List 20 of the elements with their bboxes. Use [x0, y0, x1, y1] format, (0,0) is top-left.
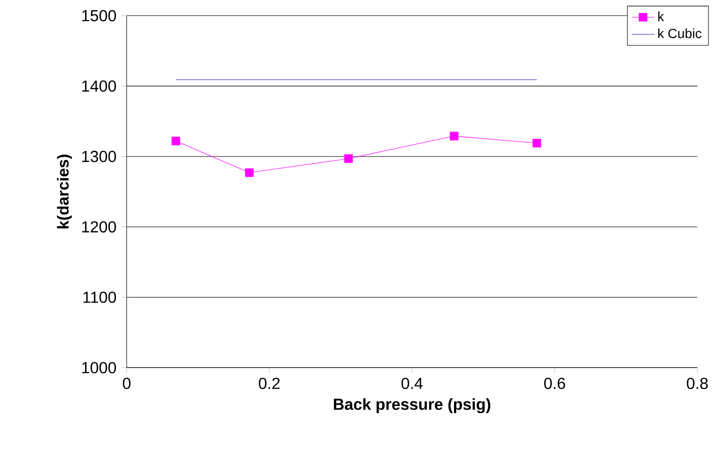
- point: [532, 138, 542, 148]
- y-tick-label: 1200: [82, 221, 116, 233]
- x-axis-title: Back pressure (psig): [334, 398, 490, 414]
- legend-label: k: [658, 11, 664, 22]
- y-tick-label: 1000: [82, 362, 116, 374]
- y-tick-label: 1100: [83, 292, 116, 303]
- point: [450, 132, 458, 140]
- legend-label: k Cubic: [658, 28, 702, 38]
- x-tick-label: 0.2: [258, 378, 280, 390]
- y-tick-label: 1500: [82, 10, 116, 22]
- point: [172, 136, 180, 146]
- y-tick-label: 1400: [82, 80, 116, 92]
- point: [245, 168, 254, 177]
- x-tick-label: 0.4: [402, 378, 423, 390]
- x-tick-label: 0.8: [686, 378, 708, 390]
- x-tick-label: 0: [122, 378, 131, 390]
- x-tick-label: 0.6: [544, 378, 566, 390]
- y-axis-title: k(darcies): [56, 154, 72, 228]
- y-tick-label: 1300: [82, 150, 116, 162]
- point: [344, 154, 353, 163]
